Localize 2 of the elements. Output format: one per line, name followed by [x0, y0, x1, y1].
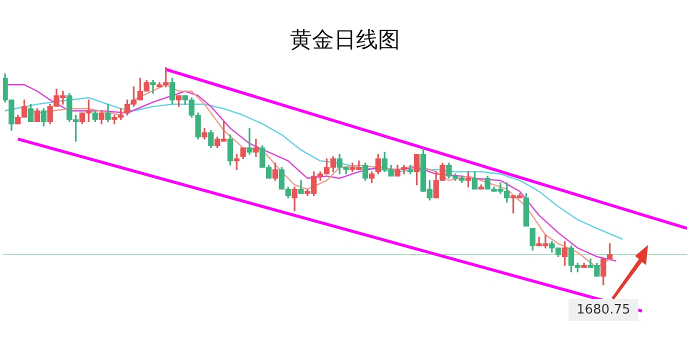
text: 1680.75: [576, 302, 630, 318]
chart-title: 黄金日线图: [290, 28, 400, 53]
